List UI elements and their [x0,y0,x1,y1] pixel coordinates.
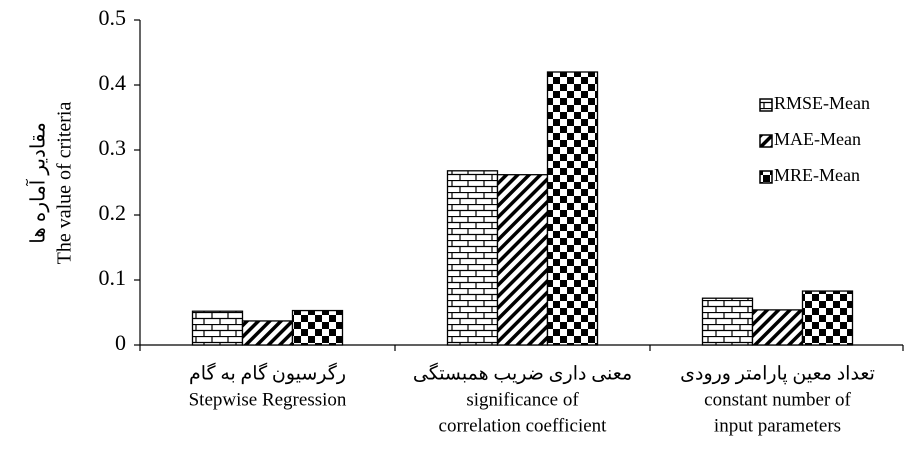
legend-label: MRE-Mean [774,165,860,185]
y-tick-label: 0.2 [99,200,127,225]
bar [496,174,549,346]
x-tick-label: تعداد معین پارامتر ورودی [680,363,875,384]
bar [446,170,499,346]
legend-swatch [759,170,773,184]
legend-swatch [759,98,773,112]
y-tick-label: 0.5 [99,5,127,30]
legend-label: MAE-Mean [774,129,861,149]
y-tick-label: 0.3 [99,135,127,160]
y-tick-label: 0.1 [99,265,127,290]
bar [546,71,599,346]
y-axis-label: The value of criteria [54,102,76,265]
bar [801,290,854,346]
x-tick-label: معنی داری ضریب همبستگی [413,361,632,384]
x-tick-label: significance of [466,389,579,410]
legend-label: RMSE-Mean [774,93,870,113]
bar [191,310,244,346]
bar [241,320,294,346]
y-tick-label: 0.4 [99,70,127,95]
bar [751,309,804,346]
bar [291,309,344,346]
y-axis-label-fa: مقادیر آماره ها [26,122,50,244]
legend-swatch [759,134,773,148]
x-tick-label: رگرسیون گام به گام [189,361,346,384]
x-tick-label: input parameters [714,415,841,436]
x-tick-label: correlation coefficient [439,415,608,436]
bar [701,297,754,346]
x-tick-label: Stepwise Regression [189,389,347,410]
y-tick-label: 0 [115,330,126,355]
x-tick-label: constant number of [704,389,851,410]
